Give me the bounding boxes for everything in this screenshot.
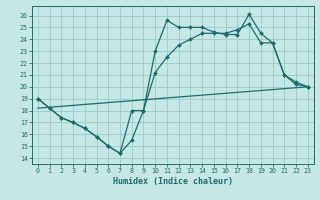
X-axis label: Humidex (Indice chaleur): Humidex (Indice chaleur) [113, 177, 233, 186]
